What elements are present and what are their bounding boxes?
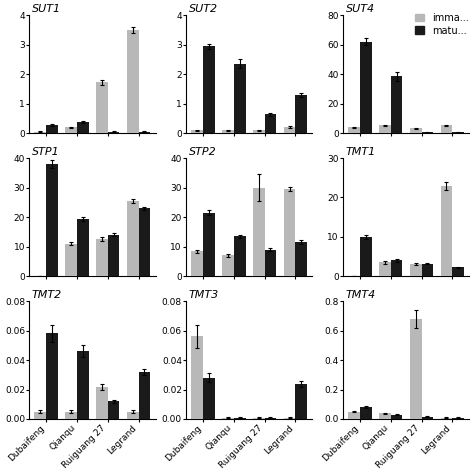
Bar [410,128,421,133]
Bar [284,418,295,419]
Bar [96,82,108,133]
Bar [77,351,89,419]
Bar [127,201,138,276]
Bar [127,411,138,419]
Bar [46,125,58,133]
Bar [96,239,108,276]
Bar [379,413,391,419]
Bar [348,411,360,419]
Bar [410,319,421,419]
Bar [391,76,402,133]
Bar [203,213,215,276]
Bar [379,262,391,276]
Bar [108,132,119,133]
Bar [264,250,276,276]
Bar [295,242,307,276]
Bar [452,418,464,419]
Bar [441,186,452,276]
Bar [191,130,203,133]
Text: STP2: STP2 [189,147,216,157]
Bar [234,237,246,276]
Bar [127,30,138,133]
Bar [295,383,307,419]
Bar [65,128,77,133]
Bar [46,334,58,419]
Bar [191,251,203,276]
Bar [138,372,150,419]
Bar [264,418,276,419]
Bar [77,122,89,133]
Text: SUT2: SUT2 [189,4,218,14]
Text: TMT1: TMT1 [346,147,376,157]
Bar [441,418,452,419]
Bar [234,418,246,419]
Bar [138,208,150,276]
Bar [379,125,391,133]
Bar [253,130,264,133]
Bar [222,418,234,419]
Bar [96,387,108,419]
Bar [421,264,433,276]
Text: TMT3: TMT3 [189,290,219,300]
Bar [108,235,119,276]
Bar [253,188,264,276]
Text: STP1: STP1 [32,147,59,157]
Bar [234,64,246,133]
Bar [65,411,77,419]
Bar [253,418,264,419]
Bar [421,417,433,419]
Bar [360,42,372,133]
Bar [35,132,46,133]
Bar [46,164,58,276]
Bar [348,128,360,133]
Bar [284,128,295,133]
Bar [222,255,234,276]
Bar [264,114,276,133]
Bar [360,407,372,419]
Bar [77,219,89,276]
Text: SUT4: SUT4 [346,4,374,14]
Bar [222,130,234,133]
Bar [203,46,215,133]
Bar [452,267,464,276]
Bar [191,337,203,419]
Legend: imma..., matu...: imma..., matu... [412,10,471,37]
Bar [35,411,46,419]
Bar [391,415,402,419]
Bar [441,125,452,133]
Bar [391,260,402,276]
Bar [108,401,119,419]
Text: TMT4: TMT4 [346,290,376,300]
Bar [295,95,307,133]
Bar [410,264,421,276]
Text: SUT1: SUT1 [32,4,61,14]
Bar [203,378,215,419]
Text: TMT2: TMT2 [32,290,62,300]
Bar [284,189,295,276]
Bar [65,244,77,276]
Bar [360,237,372,276]
Bar [138,132,150,133]
